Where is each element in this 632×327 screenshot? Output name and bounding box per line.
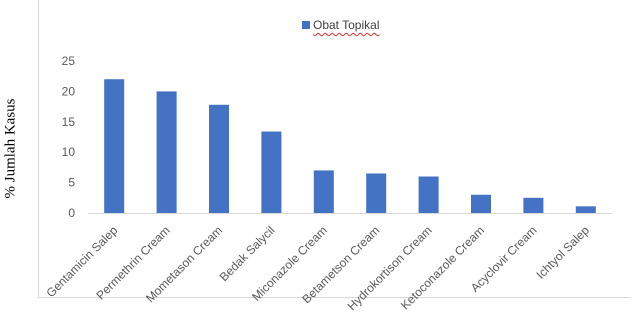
- y-tick-label: 5: [68, 176, 75, 190]
- y-tick-label: 15: [62, 115, 76, 129]
- bar: [471, 194, 491, 213]
- bar: [366, 173, 387, 213]
- bar: [523, 197, 544, 213]
- bar: [575, 206, 596, 213]
- legend: Obat Topikal: [302, 18, 380, 32]
- bar: [313, 170, 334, 213]
- y-tick-label: 25: [62, 54, 76, 68]
- legend-swatch: [302, 21, 310, 29]
- legend-label: Obat Topikal: [313, 18, 380, 32]
- y-tick-label: 20: [62, 84, 76, 98]
- bar: [209, 104, 229, 213]
- x-tick-label: Ichtyol Salep: [533, 223, 592, 282]
- y-tick-label: 10: [62, 145, 76, 159]
- bar: [418, 176, 439, 213]
- bar: [261, 131, 282, 213]
- chart-frame: [38, 0, 631, 298]
- y-tick-label: 0: [68, 206, 75, 220]
- bar: [104, 79, 125, 214]
- bar: [156, 91, 177, 213]
